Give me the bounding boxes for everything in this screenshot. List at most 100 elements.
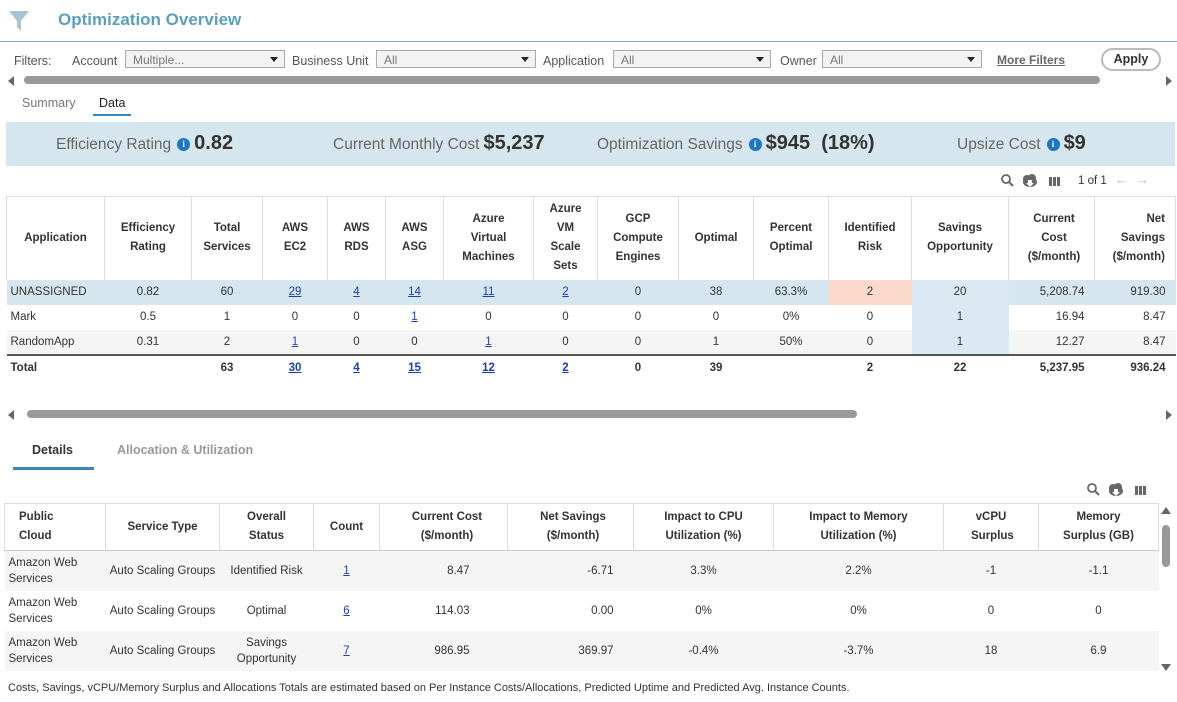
details-toolbar	[1087, 483, 1146, 496]
col-header[interactable]: Impact to CPU Utilization (%)	[633, 503, 774, 551]
col-header[interactable]: GCP Compute Engines	[597, 196, 679, 280]
prev-page-icon[interactable]: ←	[1114, 172, 1128, 187]
account-select[interactable]: Multiple...	[125, 50, 285, 68]
col-header[interactable]: Application	[6, 196, 105, 280]
table-row[interactable]: Amazon Web Services Auto Scaling Groups …	[4, 550, 1159, 591]
col-header[interactable]: Current Cost ($/month)	[379, 503, 508, 551]
scroll-right-icon[interactable]	[1166, 76, 1172, 86]
col-header[interactable]: Savings Opportunity	[911, 196, 1009, 280]
scroll-right-icon[interactable]	[1166, 410, 1172, 420]
col-header[interactable]: Service Type	[105, 503, 220, 551]
col-header[interactable]: Net Savings ($/month)	[1094, 196, 1176, 280]
search-icon[interactable]	[1001, 174, 1014, 187]
monthly-cost-metric: Current Monthly Cost $5,237	[333, 132, 545, 154]
savings-cell: 1	[911, 329, 1009, 355]
col-header[interactable]: vCPU Surplus	[943, 503, 1039, 551]
details-scrollbar[interactable]	[1160, 507, 1172, 671]
upsize-metric: Upsize Cost i $9	[957, 132, 1086, 154]
col-header[interactable]: Current Cost ($/month)	[1008, 196, 1095, 280]
savings-metric: Optimization Savings i $945 (18%)	[597, 132, 875, 154]
count-link[interactable]: 1	[343, 564, 350, 577]
col-header[interactable]: Percent Optimal	[753, 196, 829, 280]
col-header[interactable]: Impact to Memory Utilization (%)	[773, 503, 944, 551]
scroll-down-icon[interactable]	[1161, 664, 1171, 671]
col-header[interactable]: AWS ASG	[385, 196, 444, 280]
details-table: Public Cloud Service Type Overall Status…	[4, 503, 1159, 671]
table-header-row: Application Efficiency Rating Total Serv…	[6, 196, 1176, 280]
tab-summary[interactable]: Summary	[22, 96, 76, 110]
col-header[interactable]: Azure Virtual Machines	[443, 196, 534, 280]
info-icon[interactable]: i	[748, 138, 762, 151]
tab-data[interactable]: Data	[93, 96, 132, 116]
col-header[interactable]: Count	[313, 503, 380, 551]
table-row[interactable]: RandomApp 0.31 2 1 0 0 1 0 0 1 50% 0 1 1…	[6, 329, 1176, 355]
col-header[interactable]: AWS EC2	[262, 196, 328, 280]
col-header[interactable]: Efficiency Rating	[104, 196, 192, 280]
table-row[interactable]: UNASSIGNED 0.82 60 29 4 14 11 2 0 38 63.…	[6, 279, 1176, 305]
col-header[interactable]: AWS RDS	[327, 196, 386, 280]
col-header[interactable]: Identified Risk	[828, 196, 912, 280]
scroll-left-icon[interactable]	[8, 76, 14, 86]
chevron-down-icon	[967, 57, 975, 62]
cell-link[interactable]: 29	[288, 286, 302, 298]
page-title: Optimization Overview	[58, 10, 242, 29]
col-header[interactable]: Optimal	[678, 196, 754, 280]
more-filters-link[interactable]: More Filters	[997, 53, 1066, 67]
count-link[interactable]: 6	[343, 604, 350, 617]
tab-details[interactable]: Details	[32, 443, 73, 457]
search-icon[interactable]	[1087, 483, 1100, 496]
savings-cell: 1	[911, 304, 1009, 330]
savings-cell: 20	[911, 279, 1009, 305]
cell-link[interactable]: 11	[482, 286, 495, 298]
next-page-icon[interactable]: →	[1135, 172, 1149, 187]
filter-scrollbar[interactable]	[0, 76, 1177, 86]
apply-button[interactable]: Apply	[1101, 48, 1161, 71]
filters-label: Filters:	[14, 54, 52, 68]
cell-link[interactable]: 1	[411, 311, 418, 323]
columns-icon[interactable]	[1135, 486, 1146, 495]
cell-link[interactable]: 4	[353, 361, 360, 374]
count-link[interactable]: 7	[343, 644, 350, 657]
info-icon[interactable]: i	[177, 138, 191, 151]
columns-icon[interactable]	[1049, 177, 1060, 186]
cell-link[interactable]: 1	[485, 335, 492, 348]
business-unit-select[interactable]: All	[376, 50, 536, 68]
table-scrollbar[interactable]	[0, 410, 1177, 420]
col-header[interactable]: Public Cloud	[4, 503, 106, 551]
scroll-thumb[interactable]	[1162, 525, 1170, 567]
footnote: Costs, Savings, vCPU/Memory Surplus and …	[8, 682, 850, 694]
cell-link[interactable]: 14	[408, 286, 421, 298]
scroll-left-icon[interactable]	[8, 410, 14, 420]
cell-link[interactable]: 1	[291, 335, 299, 348]
metrics-band: Efficiency Rating i 0.82 Current Monthly C…	[6, 122, 1175, 166]
info-icon[interactable]: i	[1046, 138, 1060, 151]
col-header[interactable]: Total Services	[191, 196, 263, 280]
col-header[interactable]: Memory Surplus (GB)	[1038, 503, 1159, 551]
active-tab-underline	[13, 467, 94, 470]
cell-link[interactable]: 4	[353, 286, 360, 298]
col-header[interactable]: Azure VM Scale Sets	[533, 196, 598, 280]
col-header[interactable]: Overall Status	[219, 503, 314, 551]
cell-link[interactable]: 15	[408, 361, 421, 374]
cell-link[interactable]: 12	[482, 361, 495, 374]
efficiency-metric: Efficiency Rating i 0.82	[56, 132, 234, 154]
cloud-download-icon[interactable]	[1109, 483, 1123, 496]
col-header[interactable]: Net Savings ($/month)	[507, 503, 634, 551]
table-row[interactable]: Amazon Web Services Auto Scaling Groups …	[4, 630, 1159, 671]
cell-link[interactable]: 30	[288, 361, 302, 374]
filter-icon[interactable]	[9, 10, 29, 32]
cell-link[interactable]: 2	[562, 286, 569, 298]
chevron-down-icon	[270, 57, 278, 62]
scroll-up-icon[interactable]	[1161, 507, 1171, 514]
risk-cell: 2	[828, 279, 912, 305]
table-row[interactable]: Amazon Web Services Auto Scaling Groups …	[8, 596, 1102, 625]
owner-select[interactable]: All	[822, 50, 982, 68]
tab-allocation-utilization[interactable]: Allocation & Utilization	[117, 443, 254, 457]
scroll-thumb[interactable]	[27, 410, 857, 418]
cloud-download-icon[interactable]	[1023, 174, 1037, 187]
scroll-thumb[interactable]	[24, 76, 1100, 84]
application-select[interactable]: All	[613, 50, 771, 68]
cell-link[interactable]: 2	[562, 361, 569, 374]
chevron-down-icon	[756, 57, 764, 62]
table-row[interactable]: Mark 0.5 1 0 0 1 0 0 0 0 0% 0 1 16.94 8.…	[7, 304, 1176, 330]
